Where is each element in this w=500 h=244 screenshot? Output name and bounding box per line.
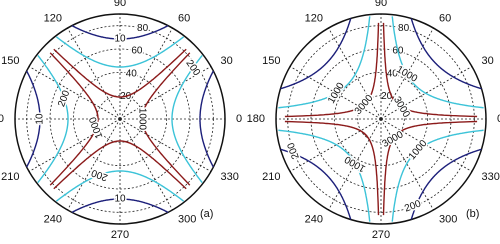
- theta-tick-label: 90: [114, 0, 126, 9]
- contour-line: [49, 48, 191, 190]
- contour-label: 1000: [394, 64, 419, 85]
- spoke: [28, 66, 121, 120]
- spoke: [119, 66, 212, 120]
- grid-circle: [96, 95, 144, 143]
- contour-line: [284, 22, 478, 216]
- contour-line: [26, 25, 214, 213]
- outer-circle: [275, 13, 487, 225]
- contour-label: 3000: [381, 129, 406, 150]
- spoke: [28, 118, 121, 172]
- spoke: [119, 118, 212, 172]
- theta-tick-label: 150: [1, 55, 19, 67]
- spoke: [328, 118, 382, 211]
- theta-tick-label: 30: [481, 55, 493, 67]
- spoke: [328, 27, 382, 120]
- contour-line: [278, 16, 484, 222]
- r-tick-label: 40: [387, 68, 399, 79]
- theta-tick-label: 60: [439, 12, 451, 24]
- grid-circle: [333, 71, 429, 167]
- spoke: [289, 66, 382, 120]
- theta-tick-label: 330: [481, 171, 499, 183]
- spoke: [380, 118, 434, 211]
- panel-label: (a): [200, 208, 213, 220]
- spoke: [380, 66, 473, 120]
- contour-label: 200: [403, 198, 423, 214]
- contour-line: [37, 36, 203, 202]
- spoke: [380, 27, 434, 120]
- theta-tick-label: 270: [111, 229, 129, 241]
- contour-label: 1000: [326, 81, 347, 106]
- contour-label: 1000: [136, 108, 147, 131]
- r-tick-label: 40: [126, 68, 138, 79]
- spoke: [119, 27, 173, 120]
- theta-tick-label: 210: [1, 171, 19, 183]
- contour-label: 1000: [343, 153, 368, 174]
- theta-tick-label: 0: [236, 113, 242, 125]
- theta-tick-label: 180: [247, 113, 265, 125]
- spoke: [67, 118, 121, 211]
- theta-tick-label: 180: [0, 113, 4, 125]
- spoke: [67, 27, 121, 120]
- r-tick-label: 60: [131, 46, 143, 57]
- grid-circle: [357, 95, 405, 143]
- theta-tick-label: 330: [220, 171, 238, 183]
- contour-label: 10: [35, 113, 46, 125]
- theta-tick-label: 90: [375, 0, 387, 9]
- theta-tick-label: 150: [262, 55, 280, 67]
- theta-tick-label: 0: [497, 113, 500, 125]
- panel-label: (b): [466, 208, 479, 220]
- contour-label: 10: [114, 194, 126, 205]
- contour-label: 3000: [391, 95, 412, 120]
- r-tick-label: 80: [398, 23, 410, 34]
- theta-tick-label: 30: [220, 55, 232, 67]
- theta-tick-label: 240: [305, 213, 323, 225]
- contour-label: 10: [114, 34, 126, 45]
- spoke: [380, 118, 473, 172]
- theta-tick-label: 60: [178, 12, 190, 24]
- contour-label: 200: [183, 58, 202, 78]
- contour-line: [280, 18, 482, 220]
- theta-tick-label: 120: [44, 12, 62, 24]
- theta-tick-label: 300: [178, 213, 196, 225]
- theta-tick-label: 120: [305, 12, 323, 24]
- spoke: [119, 118, 173, 211]
- r-tick-label: 80: [137, 23, 149, 34]
- contour-label: 1000: [407, 138, 430, 162]
- contour-label: 200: [90, 167, 110, 183]
- theta-tick-label: 270: [372, 229, 390, 241]
- grid-circle: [72, 71, 168, 167]
- outer-circle: [14, 13, 226, 225]
- spoke: [289, 118, 382, 172]
- contour-label: 200: [56, 89, 72, 109]
- theta-tick-label: 210: [262, 171, 280, 183]
- theta-tick-label: 300: [439, 213, 457, 225]
- contour-label: 200: [286, 141, 302, 161]
- theta-tick-label: 240: [44, 213, 62, 225]
- contour-label: 1000: [87, 115, 105, 140]
